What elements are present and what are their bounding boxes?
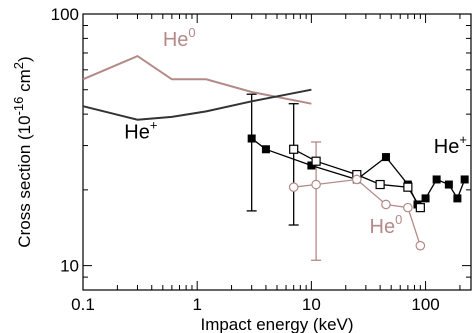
exp-he0-open-point bbox=[415, 240, 426, 251]
exp-heplus-open-point bbox=[403, 182, 413, 192]
plot-frame bbox=[82, 13, 472, 291]
exp-heplus-open-point bbox=[415, 203, 425, 213]
x-tick-label: 1 bbox=[192, 295, 201, 314]
exp-he0-open-point bbox=[352, 174, 362, 185]
exp-heplus-open-point bbox=[311, 156, 321, 166]
x-tick-label: 0.1 bbox=[71, 295, 95, 314]
y-tick-label: 100 bbox=[51, 5, 79, 24]
series-layer bbox=[82, 54, 469, 261]
exp-heplus-filled-point bbox=[444, 180, 453, 189]
exp-he0-open-point bbox=[288, 182, 299, 192]
exp-heplus-filled-point bbox=[460, 175, 469, 184]
exp-heplus-open-point bbox=[375, 179, 385, 190]
exp-he0-open-point bbox=[403, 202, 413, 213]
exp-heplus-open-point bbox=[289, 144, 299, 154]
annotation-he0-bottom: He0 bbox=[370, 212, 403, 238]
theory-heplus-line bbox=[82, 88, 312, 121]
exp-heplus-filled-point bbox=[421, 194, 430, 203]
annotation-layer: He0 He+ He+ He0 bbox=[124, 25, 467, 238]
exp-heplus-filled-point bbox=[247, 134, 256, 143]
x-tick-label: 10 bbox=[302, 295, 321, 314]
x-axis-title: Impact energy (keV) bbox=[200, 315, 353, 333]
exp-heplus-filled-point bbox=[453, 194, 462, 203]
theory-he0-line bbox=[82, 54, 312, 105]
tick-labels: 0.1 1 10 100 10 100 bbox=[51, 5, 440, 314]
annotation-heplus-right: He+ bbox=[434, 132, 467, 158]
y-tick-label: 10 bbox=[60, 257, 79, 276]
y-axis-title: Cross section (10-16 cm2) bbox=[11, 56, 34, 247]
exp-heplus-filled-point bbox=[261, 145, 270, 154]
annotation-he0-top: He0 bbox=[163, 25, 196, 51]
exp-heplus-filled-point bbox=[307, 161, 316, 170]
annotation-heplus-left: He+ bbox=[124, 118, 157, 144]
exp-he0-open-point bbox=[311, 179, 321, 190]
exp-heplus-filled-point bbox=[381, 153, 390, 162]
axis-ticks bbox=[82, 13, 471, 291]
x-tick-label: 100 bbox=[411, 295, 439, 314]
exp-heplus-filled-point bbox=[432, 175, 441, 184]
exp-he0-open-point bbox=[381, 199, 391, 210]
